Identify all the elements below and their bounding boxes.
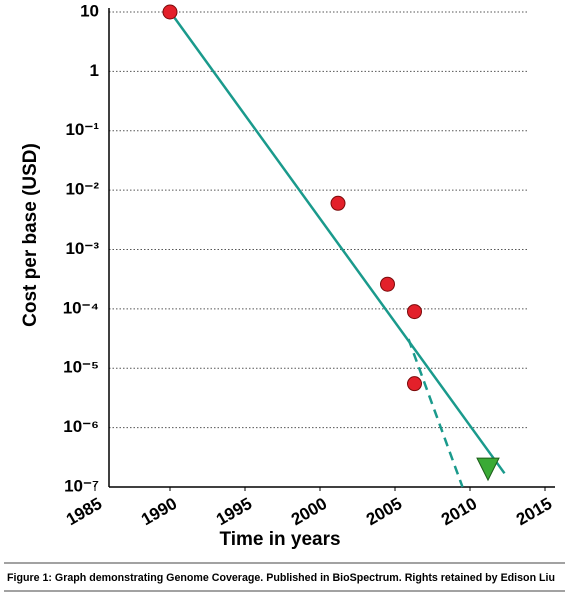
y-tick-label: 10⁻¹ — [65, 120, 99, 139]
caption: Figure 1: Graph demonstrating Genome Cov… — [7, 572, 555, 584]
data-point — [330, 195, 346, 211]
x-tick-label: 2005 — [363, 494, 405, 529]
x-tick-label: 2010 — [438, 494, 480, 529]
y-tick-label: 10⁻⁶ — [63, 417, 99, 436]
x-tick-label: 1985 — [63, 494, 105, 529]
data-point — [380, 276, 395, 292]
data-point — [407, 304, 422, 320]
data-point — [407, 376, 422, 392]
y-tick-label: 10 — [80, 1, 99, 20]
y-tick-label: 10⁻⁴ — [63, 298, 99, 317]
trend-line — [407, 338, 464, 488]
y-tick-label: 10⁻⁷ — [64, 476, 99, 495]
x-tick-label: 2000 — [288, 494, 330, 529]
x-tick-label: 1990 — [138, 494, 180, 529]
data-point — [476, 457, 500, 482]
y-tick-label: 10⁻² — [65, 180, 99, 199]
data-point — [162, 4, 178, 20]
y-tick-label: 10⁻⁵ — [63, 358, 99, 377]
y-axis-title: Cost per base (USD) — [20, 143, 41, 327]
x-axis-title: Time in years — [219, 529, 340, 550]
y-tick-label: 1 — [90, 61, 99, 80]
x-tick-label: 1995 — [213, 494, 255, 529]
y-tick-label: 10⁻³ — [65, 239, 99, 258]
x-tick-label: 2015 — [513, 494, 555, 529]
trend-line — [173, 17, 506, 475]
